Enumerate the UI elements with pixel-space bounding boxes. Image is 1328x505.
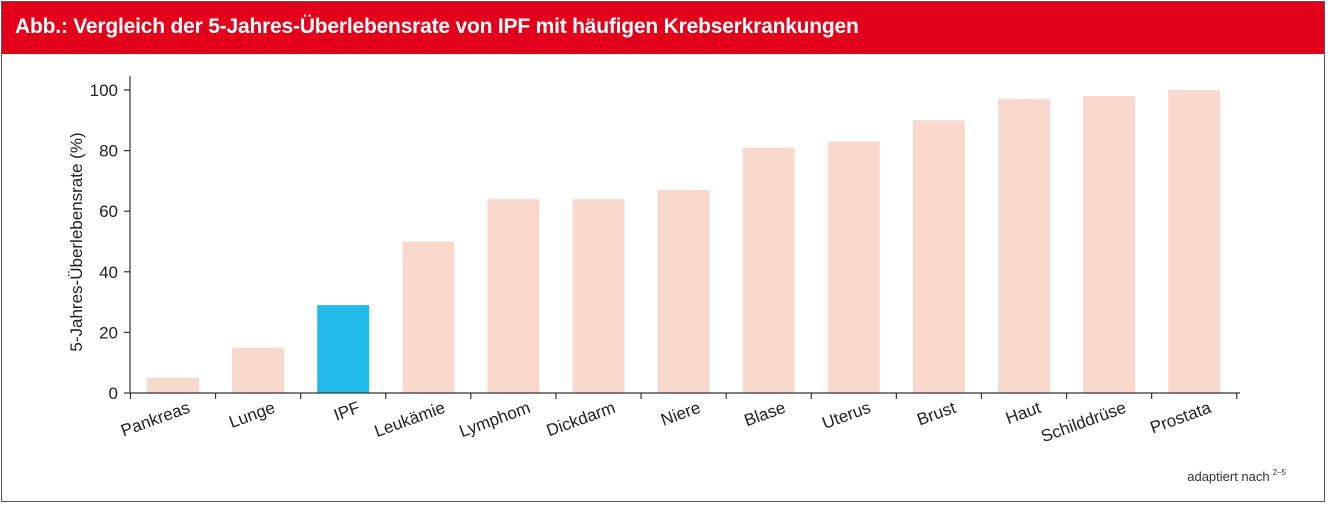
x-tick-label: Pankreas (118, 398, 192, 440)
bar-schilddrüse (1083, 96, 1136, 393)
bar-prostata (1168, 90, 1221, 393)
x-tick-label: Lymphom (457, 398, 533, 441)
x-tick-label: Leukämie (372, 398, 448, 441)
bar-lunge (232, 347, 285, 393)
y-tick-label: 0 (109, 384, 118, 403)
y-tick-label: 60 (99, 202, 118, 221)
x-tick-label: Prostata (1148, 398, 1215, 438)
x-tick-label: Lunge (227, 398, 278, 432)
bar-pankreas (147, 377, 199, 393)
y-axis-label: 5-Jahres-Überlebensrate (%) (67, 132, 86, 351)
figure-header: Abb.: Vergleich der 5-Jahres-Überlebensr… (2, 2, 1324, 54)
bar-blase (742, 147, 795, 393)
x-tick-label: Schilddrüse (1038, 398, 1128, 446)
x-tick-label: Niere (658, 398, 703, 430)
y-tick-label: 100 (90, 81, 118, 100)
y-tick-label: 40 (99, 263, 118, 282)
bar-dickdarm (572, 199, 625, 393)
bar-leukämie (402, 241, 455, 393)
y-tick-label: 80 (99, 142, 118, 161)
source-label: adaptiert nach (1187, 469, 1270, 484)
x-tick-label: Dickdarm (544, 398, 618, 440)
bar-lymphom (487, 199, 540, 393)
x-tick-label: IPF (331, 398, 362, 425)
x-tick-label: Brust (914, 398, 958, 430)
bar-haut (998, 99, 1050, 393)
x-tick-label: Haut (1003, 398, 1044, 428)
source-refs: 2–5 (1272, 468, 1286, 477)
source-note: adaptiert nach 2–5 (1187, 468, 1286, 484)
figure-title: Abb.: Vergleich der 5-Jahres-Überlebensr… (15, 15, 859, 38)
bar-brust (912, 120, 965, 394)
bar-uterus (827, 141, 880, 393)
x-tick-label: Uterus (820, 398, 874, 433)
x-tick-label: Blase (742, 398, 788, 430)
bar-niere (657, 190, 710, 393)
bar-ipf (317, 305, 370, 393)
y-tick-label: 20 (99, 323, 118, 342)
